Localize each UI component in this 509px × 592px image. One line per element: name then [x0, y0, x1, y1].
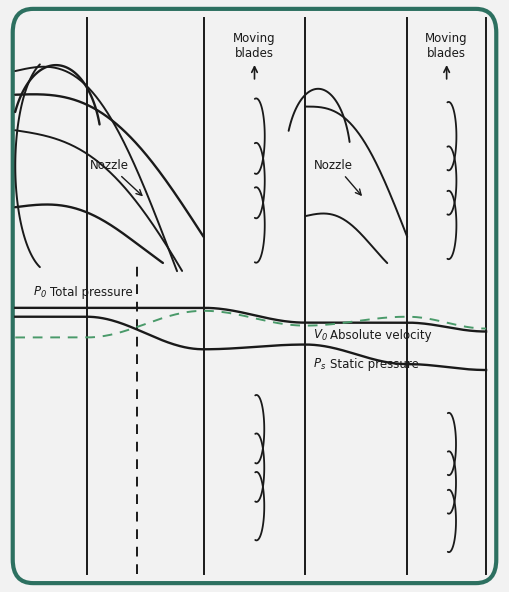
Text: $P_\mathregular{s}$: $P_\mathregular{s}$ — [313, 356, 326, 372]
Text: Nozzle: Nozzle — [90, 159, 129, 172]
Text: blades: blades — [427, 47, 466, 60]
Text: Static pressure: Static pressure — [330, 358, 419, 371]
Text: blades: blades — [235, 47, 274, 60]
Text: Moving: Moving — [233, 32, 276, 45]
FancyBboxPatch shape — [13, 9, 496, 583]
Text: $P_\mathregular{0}$: $P_\mathregular{0}$ — [33, 285, 47, 300]
Text: Total pressure: Total pressure — [50, 286, 133, 299]
Text: Nozzle: Nozzle — [314, 159, 353, 172]
Text: $V_\mathregular{0}$: $V_\mathregular{0}$ — [313, 328, 328, 343]
Text: Absolute velocity: Absolute velocity — [330, 329, 432, 342]
Text: Moving: Moving — [426, 32, 468, 45]
